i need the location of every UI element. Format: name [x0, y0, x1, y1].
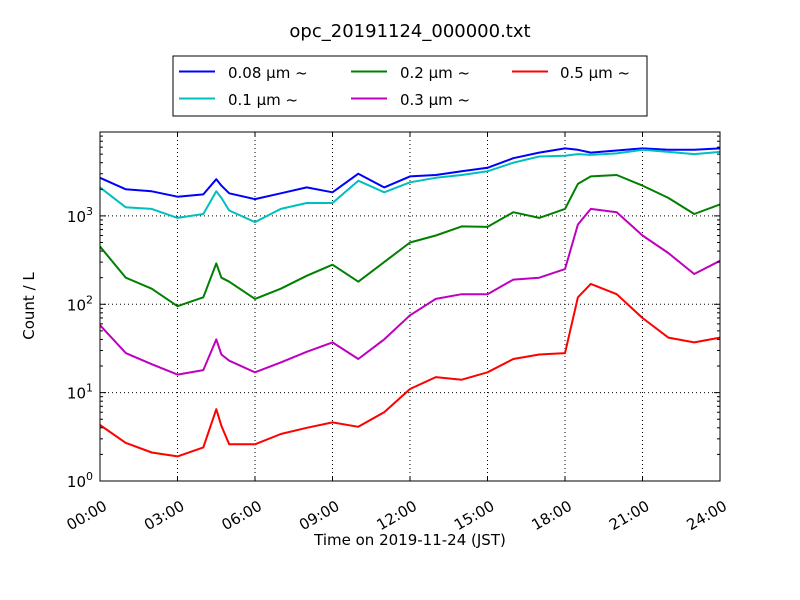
legend-entry-3: 0.3 μm ~	[351, 91, 470, 109]
x-tick-label: 15:00	[451, 497, 497, 534]
x-tick-label: 24:00	[684, 497, 730, 534]
series-line-1	[99, 148, 721, 224]
legend-entry-1: 0.1 μm ~	[179, 91, 298, 109]
series-line-0	[99, 147, 721, 201]
chart-title: opc_20191124_000000.txt	[289, 21, 530, 42]
x-tick-label: 00:00	[64, 497, 110, 534]
x-tick-label: 09:00	[296, 497, 342, 534]
y-tick-label: 103	[67, 205, 93, 226]
y-tick-label: 101	[67, 382, 93, 403]
series-line-2	[99, 174, 721, 308]
x-tick-label: 06:00	[219, 497, 265, 534]
x-tick-label: 03:00	[141, 497, 187, 534]
axis-ticks	[99, 132, 721, 482]
series-layer	[99, 147, 721, 458]
legend-entry-2: 0.2 μm ~	[351, 64, 470, 82]
series-line-4	[99, 282, 721, 458]
y-tick-label: 102	[67, 293, 93, 314]
x-axis-label: Time on 2019-11-24 (JST)	[313, 531, 506, 549]
legend-box	[172, 55, 648, 117]
series-line-3	[99, 207, 721, 376]
legend: 0.08 μm ~ 0.1 μm ~ 0.2 μm ~ 0.3 μm ~ 0.5…	[172, 55, 648, 117]
legend-entry-0: 0.08 μm ~	[179, 64, 308, 82]
x-tick-label: 21:00	[606, 497, 652, 534]
legend-label-0: 0.08 μm ~	[228, 64, 308, 82]
legend-label-4: 0.5 μm ~	[560, 64, 630, 82]
y-tick-label: 100	[67, 470, 93, 491]
legend-label-3: 0.3 μm ~	[400, 91, 470, 109]
x-tick-label: 12:00	[374, 497, 420, 534]
y-axis-label: Count / L	[20, 272, 38, 340]
legend-entry-4: 0.5 μm ~	[512, 64, 630, 82]
grid-lines	[100, 132, 720, 481]
legend-label-2: 0.2 μm ~	[400, 64, 470, 82]
legend-label-1: 0.1 μm ~	[228, 91, 298, 109]
x-tick-label: 18:00	[529, 497, 575, 534]
